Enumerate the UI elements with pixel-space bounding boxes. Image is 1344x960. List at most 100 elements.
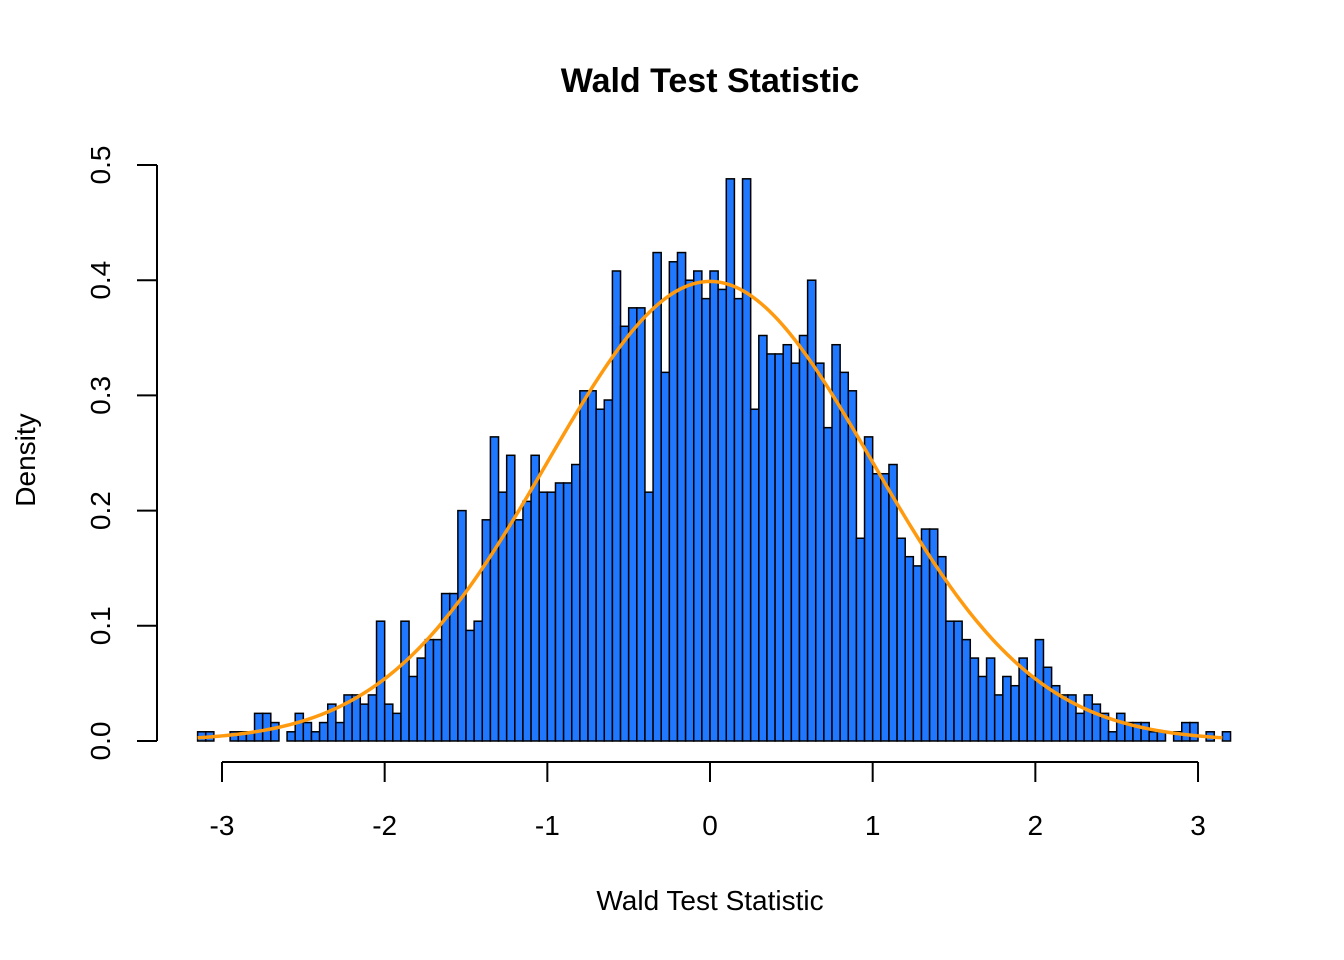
histogram-bar <box>814 362 825 742</box>
y-tick-label: 0.5 <box>85 146 116 185</box>
histogram-bar <box>684 279 695 742</box>
histogram-bar <box>871 472 882 742</box>
histogram-bar <box>579 390 589 742</box>
histogram-bar <box>359 703 370 742</box>
histogram-bar <box>961 638 972 742</box>
histogram-bar <box>310 731 321 742</box>
histogram-bar <box>709 270 719 742</box>
histogram-bar <box>546 491 557 742</box>
x-tick-label: -2 <box>372 810 397 841</box>
histogram-bar <box>538 491 549 742</box>
x-tick-label: 3 <box>1190 810 1206 841</box>
histogram-bar <box>1181 721 1191 742</box>
histogram-bar <box>652 251 662 742</box>
histogram-bar <box>798 334 809 742</box>
histogram-bar <box>611 270 622 742</box>
histogram-bar <box>408 675 418 742</box>
histogram-bar <box>644 491 654 742</box>
histogram-bar <box>863 436 874 742</box>
histogram-bar <box>294 712 305 742</box>
histogram-bar <box>1010 684 1020 742</box>
histogram-bar <box>766 353 776 742</box>
histogram-bar <box>855 537 866 742</box>
histogram-bar <box>335 721 345 742</box>
histogram-bar <box>627 307 638 742</box>
histogram-bar <box>912 565 923 742</box>
histogram-bar <box>1083 694 1094 742</box>
histogram-bar <box>953 620 963 742</box>
histogram-bar <box>619 325 630 742</box>
histogram-bar <box>424 638 435 742</box>
y-axis-label: Density <box>10 413 41 506</box>
histogram-bar <box>725 178 736 742</box>
histogram-bar <box>505 454 516 742</box>
histogram-bar <box>595 408 606 742</box>
histogram-bar <box>758 334 768 742</box>
x-tick-label: 0 <box>702 810 718 841</box>
histogram-bar <box>562 482 573 742</box>
x-tick-label: 2 <box>1028 810 1044 841</box>
histogram-bar <box>367 694 378 742</box>
histogram-bar <box>945 620 955 742</box>
histogram-bar <box>1059 694 1069 742</box>
histogram-bar <box>1107 731 1118 742</box>
histogram-bar <box>847 390 858 742</box>
histogram-bar <box>261 712 272 742</box>
histogram-bar <box>904 555 915 742</box>
histogram-bar <box>603 399 614 742</box>
x-axis-label: Wald Test Statistic <box>596 885 823 916</box>
x-tick-label: -1 <box>535 810 560 841</box>
histogram-bar <box>1042 666 1053 742</box>
histogram-bar <box>1034 638 1045 742</box>
chart-title: Wald Test Statistic <box>561 62 860 100</box>
histogram-bar <box>977 675 988 742</box>
histogram-bar <box>749 408 760 742</box>
histogram-bar <box>1099 712 1110 742</box>
histogram-bar <box>270 721 280 742</box>
histogram-bar <box>432 638 443 742</box>
histogram-bar <box>1026 675 1037 742</box>
histogram-bar <box>416 657 427 742</box>
histogram-bar <box>668 261 679 742</box>
normal-density-curve <box>197 279 1223 740</box>
histogram-bar <box>806 279 817 742</box>
histogram-bar <box>985 657 996 742</box>
histogram-bar <box>383 703 394 742</box>
histogram-bar <box>676 251 687 742</box>
histogram-bars <box>196 178 1232 742</box>
y-axis: 0.0 0.1 0.2 0.3 0.4 0.5 <box>85 146 158 761</box>
histogram-bar <box>351 694 362 742</box>
histogram-bar <box>1115 712 1126 742</box>
histogram-bar <box>790 362 801 742</box>
histogram-bar <box>481 519 492 742</box>
histogram-bar <box>1075 712 1085 742</box>
histogram-bar <box>1189 721 1199 742</box>
histogram-bar <box>554 482 565 742</box>
histogram-bar <box>717 288 728 742</box>
histogram-bar <box>701 297 711 742</box>
y-tick-label: 0.3 <box>85 376 116 415</box>
histogram-bar <box>880 472 890 742</box>
histogram-bar <box>733 297 744 742</box>
histogram-bar <box>514 519 524 742</box>
histogram-bar <box>392 712 402 742</box>
y-tick-label: 0.4 <box>85 261 116 300</box>
y-tick-label: 0.0 <box>85 722 116 761</box>
histogram-bar <box>318 721 329 742</box>
histogram-bar <box>993 694 1004 742</box>
histogram-bar <box>1002 675 1012 742</box>
histogram-bar <box>1091 703 1102 742</box>
histogram-bar <box>636 307 646 742</box>
histogram-bar <box>1140 721 1150 742</box>
histogram-bar <box>286 731 296 742</box>
y-tick-label: 0.1 <box>85 606 116 645</box>
histogram-bar <box>896 537 906 742</box>
y-tick-label: 0.2 <box>85 491 116 530</box>
histogram-bar <box>936 555 947 742</box>
histogram-bar <box>782 343 793 742</box>
histogram-bar <box>522 500 532 742</box>
histogram-bar <box>920 528 931 742</box>
histogram-bar <box>302 721 313 742</box>
histogram-bar <box>741 178 752 742</box>
